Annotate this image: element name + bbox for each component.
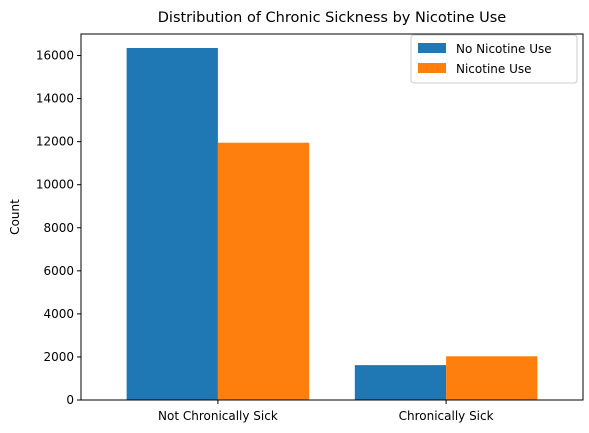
y-tick-label: 4000	[43, 307, 74, 321]
bar-nicotine-use-1	[446, 356, 537, 400]
y-tick-label: 0	[66, 393, 74, 407]
bar-no-nicotine-use-0	[127, 48, 218, 400]
y-tick-label: 10000	[36, 178, 74, 192]
legend-label: Nicotine Use	[456, 62, 532, 76]
x-tick-label: Not Chronically Sick	[158, 409, 278, 423]
y-tick-label: 2000	[43, 350, 74, 364]
y-tick-label: 6000	[43, 264, 74, 278]
y-tick-label: 8000	[43, 221, 74, 235]
chart-title: Distribution of Chronic Sickness by Nico…	[158, 10, 507, 26]
legend-label: No Nicotine Use	[456, 42, 552, 56]
y-axis: 0 2000 4000 6000 8000 10000 12000 14000 16000	[36, 49, 81, 407]
y-tick-label: 12000	[36, 135, 74, 149]
legend: No Nicotine Use Nicotine Use	[411, 35, 577, 83]
legend-swatch	[418, 63, 446, 73]
bar-nicotine-use-0	[218, 143, 309, 400]
y-tick-label: 16000	[36, 49, 74, 63]
x-tick-label: Chronically Sick	[399, 409, 494, 423]
y-tick-label: 14000	[36, 92, 74, 106]
bar-no-nicotine-use-1	[355, 365, 446, 400]
bars	[127, 48, 538, 400]
legend-swatch	[418, 43, 446, 53]
x-axis: Not Chronically Sick Chronically Sick	[158, 400, 494, 423]
y-axis-label: Count	[8, 199, 22, 235]
